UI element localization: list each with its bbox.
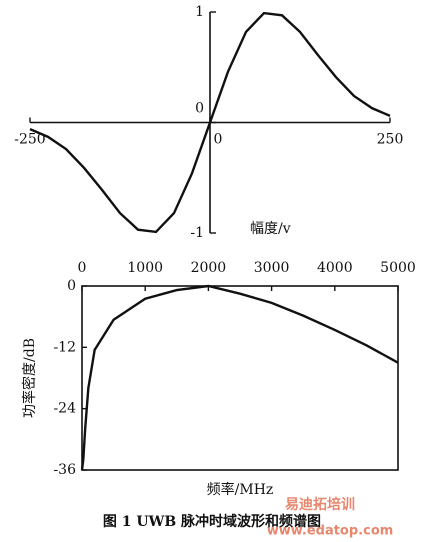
x-tick-label: 0	[78, 260, 87, 276]
x-tick-label: 250	[377, 132, 404, 148]
y-tick-label: -12	[53, 339, 76, 355]
x-tick-label: 5000	[380, 260, 416, 276]
curve	[80, 284, 399, 471]
x-tick-label: 2000	[191, 260, 227, 276]
y-tick-label: 1	[195, 4, 204, 20]
y-tick-label: -36	[53, 462, 76, 478]
y-axis-label: 功率密度/dB	[21, 338, 38, 418]
axis-label: 幅度/v	[250, 221, 291, 237]
y-tick-label: 0	[195, 101, 204, 117]
x-axis-label: 频率/MHz	[207, 481, 274, 498]
x-tick-label: 0	[214, 132, 223, 148]
caption: 图 1 UWB 脉冲时域波形和频谱图	[103, 513, 321, 530]
x-tick-label: 3000	[254, 260, 290, 276]
watermark-brand: 易迪拓培训	[285, 496, 355, 513]
y-tick-label: -24	[53, 401, 76, 417]
x-tick-label: -250	[14, 132, 45, 148]
y-tick-label: -1	[190, 225, 204, 241]
plot-frame	[81, 285, 399, 471]
y-tick-label: 0	[67, 278, 76, 294]
curve	[29, 11, 391, 234]
watermark-url: www.edatop.com	[267, 524, 394, 539]
x-tick-label: 4000	[317, 260, 353, 276]
x-tick-label: 1000	[127, 260, 163, 276]
